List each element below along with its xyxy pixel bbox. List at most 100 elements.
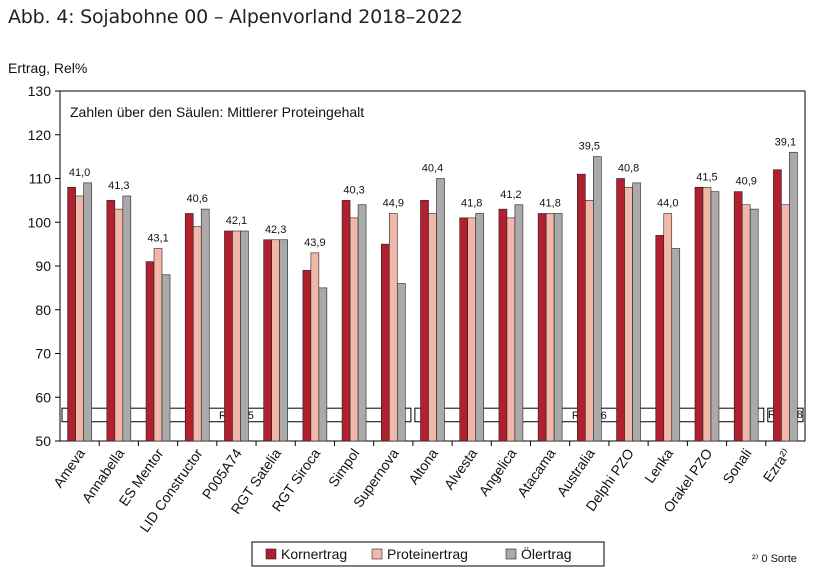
legend-label: Proteinertrag [387, 546, 468, 562]
protein-label: 40,8 [618, 163, 639, 175]
protein-label: 41,8 [539, 198, 560, 210]
bar-kornertrag [498, 208, 508, 442]
bar-kornertrag [380, 243, 390, 442]
protein-label: 40,6 [187, 193, 208, 205]
y-tick-label: 100 [28, 214, 52, 230]
protein-label: 41,2 [500, 189, 521, 201]
legend-swatch [265, 548, 277, 560]
protein-note: Zahlen über den Säulen: Mittlerer Protei… [70, 104, 364, 120]
bar-ölertrag [436, 178, 445, 442]
bar-proteinertrag [153, 248, 163, 442]
protein-label: 41,0 [69, 167, 90, 179]
bar-kornertrag [341, 200, 351, 442]
bar-proteinertrag [114, 208, 124, 442]
bar-kornertrag [263, 239, 272, 442]
protein-labels: 41,0 41,3 43,1 40,6 42,1 42,3 43,9 40,3 44,9 40,4… [69, 136, 796, 249]
x-tick-label: Altona [405, 445, 441, 487]
bar-kornertrag [420, 200, 429, 442]
y-tick-label: 90 [35, 258, 51, 274]
bar-kornertrag [106, 200, 116, 442]
bar-kornertrag [616, 178, 625, 442]
bars [67, 151, 798, 442]
bar-proteinertrag [310, 252, 320, 442]
protein-label: 39,5 [579, 141, 600, 153]
bar-ölertrag [161, 274, 171, 442]
bar-ölertrag [83, 182, 92, 442]
bar-proteinertrag [271, 239, 280, 442]
legend-swatch [505, 548, 517, 560]
bar-ölertrag [357, 204, 367, 442]
figure-title: Abb. 4: Sojabohne 00 – Alpenvorland 2018… [8, 6, 463, 28]
bar-kornertrag [184, 213, 194, 442]
bar-proteinertrag [663, 213, 673, 442]
bar-ölertrag [632, 182, 641, 442]
bar-proteinertrag [75, 195, 84, 442]
y-tick-label: 130 [28, 83, 52, 99]
bar-kornertrag [655, 235, 665, 442]
x-tick-label: Lenka [641, 445, 676, 486]
y-tick-label: 80 [35, 302, 51, 318]
bar-proteinertrag [741, 204, 751, 442]
protein-label: 40,3 [343, 184, 364, 196]
y-axis-label: Ertrag, Rel% [8, 60, 87, 76]
bar-proteinertrag [349, 217, 359, 442]
bar-ölertrag [593, 156, 602, 442]
bar-proteinertrag [781, 204, 790, 442]
bar-proteinertrag [506, 217, 516, 442]
legend-label: Ölertrag [521, 545, 572, 562]
bar-kornertrag [773, 169, 782, 442]
bar-kornertrag [459, 217, 469, 442]
y-tick-label: 50 [35, 433, 51, 449]
legend-box [251, 541, 605, 567]
x-tick-label: Alvesta [441, 445, 481, 492]
bar-kornertrag [733, 191, 743, 442]
protein-label: 41,3 [108, 180, 129, 192]
x-tick-label: Ameva [50, 445, 88, 490]
bar-proteinertrag [624, 186, 633, 442]
bar-proteinertrag [192, 226, 202, 442]
legend-swatch [371, 548, 383, 560]
bar-proteinertrag [467, 217, 477, 442]
protein-label: 40,9 [735, 176, 756, 188]
bar-ölertrag [318, 287, 328, 442]
bar-proteinertrag [545, 213, 555, 442]
footnote: ²⁾ 0 Sorte [752, 553, 797, 565]
bar-ölertrag [553, 213, 563, 442]
x-tick-label: Ezra²⁾ [760, 446, 794, 485]
legend: Kornertrag Proteinertrag Ölertrag [251, 541, 605, 567]
y-axis: 50 60 70 80 90 100 110 120 130 [28, 83, 60, 449]
bar-ölertrag [789, 151, 798, 442]
protein-label: 44,9 [383, 198, 404, 210]
y-tick-label: 70 [35, 346, 51, 362]
x-tick-label: Sonali [719, 446, 754, 487]
protein-label: 44,0 [657, 198, 678, 210]
bar-ölertrag [671, 248, 681, 442]
bar-ölertrag [710, 191, 720, 442]
bar-ölertrag [200, 208, 210, 442]
bar-kornertrag [694, 186, 704, 442]
bar-ölertrag [122, 195, 132, 442]
protein-label: 40,4 [422, 163, 443, 175]
protein-label: 41,5 [696, 171, 717, 183]
bar-proteinertrag [702, 186, 712, 442]
bar-ölertrag [514, 204, 524, 442]
bar-kornertrag [302, 270, 312, 442]
bar-kornertrag [537, 213, 547, 442]
bar-proteinertrag [388, 213, 398, 442]
y-tick-label: 120 [28, 127, 52, 143]
bar-proteinertrag [232, 230, 241, 442]
protein-label: 43,9 [304, 237, 325, 249]
protein-label: 43,1 [147, 233, 168, 245]
x-tick-label: Atacama [514, 445, 559, 500]
protein-label: 42,1 [226, 215, 247, 227]
protein-label: 42,3 [265, 224, 286, 236]
bar-ölertrag [279, 239, 288, 442]
y-tick-label: 110 [29, 171, 52, 187]
bar-kornertrag [577, 173, 586, 442]
legend-label: Kornertrag [281, 546, 347, 562]
protein-label: 41,8 [461, 198, 482, 210]
y-tick-label: 60 [35, 389, 51, 405]
bar-ölertrag [475, 213, 485, 442]
